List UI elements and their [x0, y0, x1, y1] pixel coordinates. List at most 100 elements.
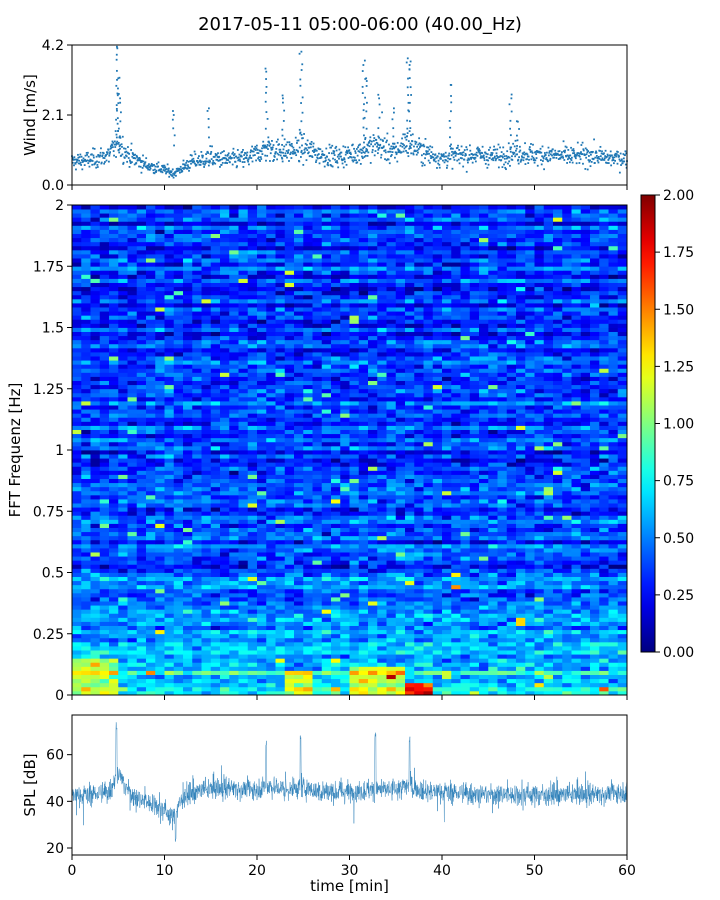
- spectrogram-cell: [386, 470, 397, 475]
- spectrogram-cell: [303, 670, 313, 675]
- wind-point: [325, 147, 328, 150]
- spectrogram-cell: [210, 466, 221, 471]
- spectrogram-cell: [562, 662, 572, 667]
- wind-point: [330, 146, 332, 149]
- wind-point: [166, 163, 169, 166]
- wind-point: [599, 155, 602, 158]
- wind-point: [509, 119, 512, 122]
- spectrogram-cell: [516, 678, 526, 684]
- spectrogram-cell: [331, 588, 341, 594]
- wind-point: [314, 154, 317, 156]
- wind-point: [513, 151, 516, 154]
- wind-point: [514, 139, 517, 142]
- spectrogram-cell: [516, 617, 526, 622]
- wind-point: [115, 104, 118, 107]
- spectrogram-cell: [617, 662, 628, 667]
- spectrogram-cell: [155, 633, 165, 639]
- spectrogram-cell: [414, 641, 424, 647]
- wind-point: [79, 162, 81, 165]
- spectrogram-cell: [395, 527, 406, 533]
- spectrogram-cell: [312, 690, 323, 696]
- spectrogram-cell: [331, 486, 341, 492]
- spectrogram-cell: [99, 654, 110, 659]
- wind-point: [78, 156, 81, 158]
- spectrogram-cell: [183, 670, 193, 675]
- spectrogram-cell: [460, 466, 471, 471]
- spectrogram-cell: [294, 613, 304, 618]
- spectrogram-cell: [617, 625, 628, 631]
- spectrogram-cell: [571, 678, 582, 684]
- spectrogram-cell: [312, 470, 323, 475]
- spectrogram-cell: [525, 474, 535, 479]
- spectrogram-cell: [599, 658, 609, 663]
- spectrogram-cell: [155, 670, 165, 675]
- spectrogram-cell: [608, 503, 619, 508]
- wind-point: [207, 164, 210, 167]
- wind-point: [573, 152, 576, 154]
- spectrogram-cell: [525, 531, 535, 537]
- spectrogram-cell: [516, 564, 526, 569]
- spectrogram-cell: [275, 609, 286, 614]
- wind-point: [330, 164, 333, 167]
- spectrogram-cell: [266, 523, 276, 528]
- wind-point: [468, 154, 471, 156]
- spectrogram-cell: [183, 486, 193, 492]
- spectrogram-cell: [331, 539, 341, 545]
- spectrogram-cell: [238, 658, 249, 663]
- spectrogram-cell: [72, 568, 82, 573]
- spectrogram-cell: [358, 564, 369, 569]
- wind-point: [449, 158, 452, 160]
- wind-point: [73, 158, 76, 161]
- spectrogram-cell: [146, 535, 156, 541]
- spectrogram-cell: [469, 670, 480, 675]
- wind-point: [293, 149, 296, 151]
- spectrogram-cell: [617, 609, 628, 614]
- spectrogram-cell: [423, 543, 434, 549]
- spectrogram-cell: [173, 568, 184, 573]
- spectrogram-cell: [479, 658, 489, 663]
- spectrogram-cell: [562, 548, 572, 553]
- spectrogram-cell: [173, 686, 184, 692]
- wind-point: [438, 166, 441, 169]
- spectrogram-cell: [294, 576, 304, 582]
- spectrogram-cell: [553, 625, 563, 631]
- spectrogram-cell: [488, 568, 498, 573]
- spectrogram-cell: [90, 625, 101, 631]
- spectrogram-cell: [451, 499, 461, 504]
- spectrogram-cell: [479, 682, 489, 688]
- wind-point: [73, 164, 75, 167]
- spectrogram-cell: [266, 494, 276, 500]
- spectrogram-cell: [164, 564, 175, 569]
- spectrogram-cell: [516, 462, 526, 467]
- spectrogram-cell: [294, 633, 304, 639]
- spectrogram-cell: [516, 474, 526, 479]
- wind-point: [167, 169, 170, 172]
- spectrogram-cell: [340, 592, 350, 598]
- spectrogram-cell: [617, 617, 628, 622]
- spectrogram-cell: [580, 556, 591, 561]
- wind-point: [572, 149, 575, 152]
- spectrogram-cell: [238, 507, 249, 512]
- spectrogram-cell: [257, 601, 267, 606]
- spectrogram-cell: [386, 474, 397, 479]
- spectrogram-cell: [109, 621, 119, 626]
- spectrogram-cell: [571, 666, 582, 671]
- spectrogram-cell: [460, 670, 471, 675]
- spectrogram-cell: [164, 490, 175, 496]
- spectrogram-cell: [136, 580, 147, 586]
- spectrogram-cell: [81, 486, 91, 492]
- wind-point: [340, 158, 343, 161]
- spectrogram-cell: [247, 539, 258, 545]
- spectrogram-cell: [238, 499, 249, 504]
- spectrogram-cell: [312, 682, 323, 688]
- spectrogram-cell: [210, 560, 221, 565]
- spectrogram-cell: [386, 511, 397, 516]
- wind-point: [396, 141, 399, 144]
- spectrogram-cell: [479, 609, 489, 614]
- wind-point: [208, 136, 210, 139]
- spectrogram-cell: [451, 539, 461, 545]
- spectrogram-cell: [238, 625, 249, 631]
- wind-point: [244, 152, 247, 155]
- spectrogram-cell: [146, 482, 156, 488]
- spectrogram-cell: [201, 531, 212, 537]
